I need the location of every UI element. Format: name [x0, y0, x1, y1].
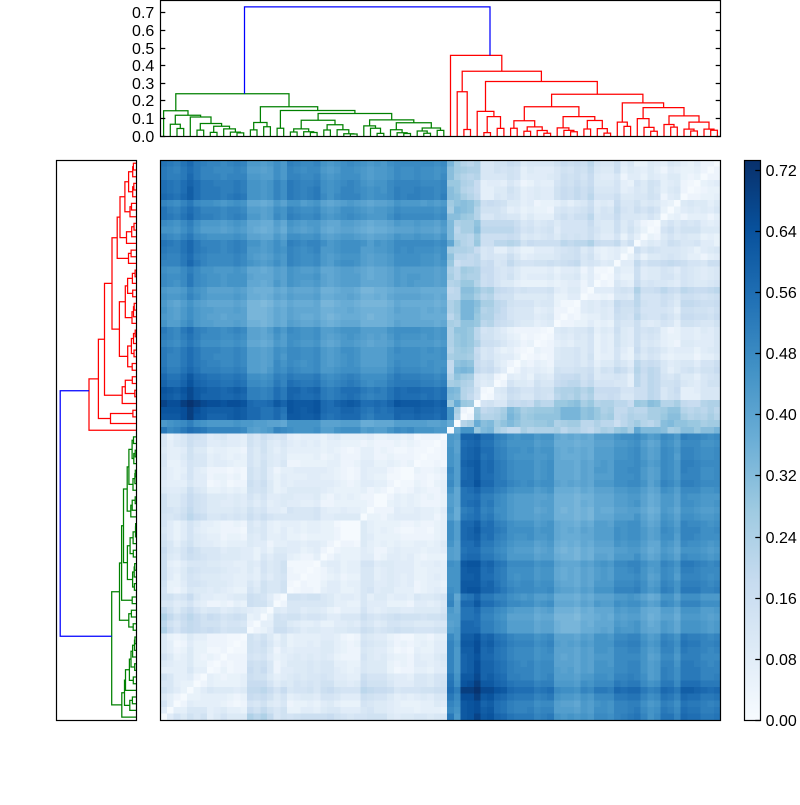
svg-text:0.00: 0.00: [766, 713, 797, 730]
svg-text:0.7: 0.7: [132, 5, 154, 22]
svg-text:0.4: 0.4: [132, 58, 154, 75]
svg-text:0.2: 0.2: [132, 93, 154, 110]
svg-text:0.48: 0.48: [766, 346, 797, 363]
svg-text:0.72: 0.72: [766, 163, 797, 180]
svg-text:0.32: 0.32: [766, 468, 797, 485]
svg-text:0.1: 0.1: [132, 111, 154, 128]
svg-text:0.64: 0.64: [766, 224, 797, 241]
svg-text:0.56: 0.56: [766, 285, 797, 302]
svg-text:0.40: 0.40: [766, 407, 797, 424]
svg-text:0.24: 0.24: [766, 530, 797, 547]
svg-text:0.16: 0.16: [766, 591, 797, 608]
svg-text:0.0: 0.0: [132, 129, 154, 146]
svg-text:0.6: 0.6: [132, 23, 154, 40]
svg-text:0.08: 0.08: [766, 652, 797, 669]
svg-text:0.5: 0.5: [132, 41, 154, 58]
svg-text:0.3: 0.3: [132, 76, 154, 93]
